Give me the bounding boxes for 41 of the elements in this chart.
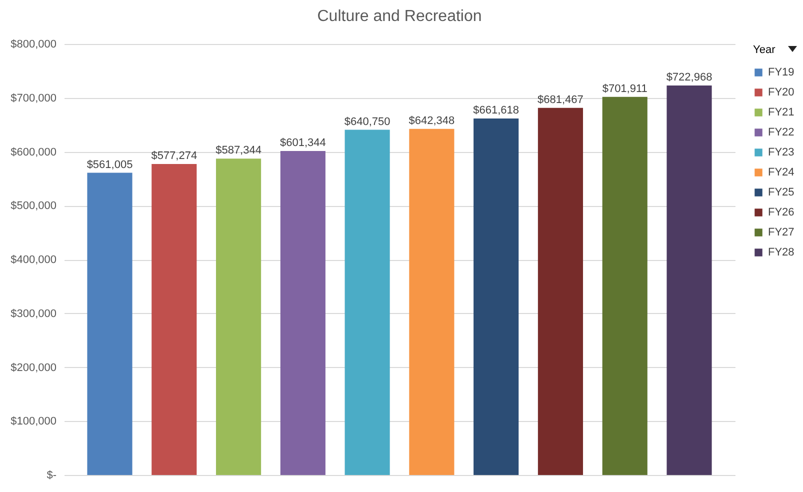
data-label: $601,344 <box>280 137 326 150</box>
data-label: $661,618 <box>473 104 520 117</box>
chart-title: Culture and Recreation <box>317 8 482 25</box>
y-tick-label: $300,000 <box>10 308 56 320</box>
bar <box>474 118 519 475</box>
bar <box>538 108 584 475</box>
data-label: $722,968 <box>666 72 712 84</box>
bar <box>216 158 262 475</box>
legend-label: FY24 <box>768 166 794 178</box>
data-label: $681,467 <box>538 94 584 106</box>
y-tick-label: $800,000 <box>10 38 56 50</box>
bar <box>602 96 648 475</box>
data-label: $561,005 <box>86 158 133 171</box>
y-tick-label: $500,000 <box>10 200 56 212</box>
bar <box>152 164 197 475</box>
y-tick-label: $400,000 <box>10 254 56 266</box>
y-tick-label: $700,000 <box>10 92 56 104</box>
bar <box>87 172 132 475</box>
data-label: $642,348 <box>408 114 455 127</box>
legend-label: FY28 <box>768 246 794 258</box>
legend-label: FY26 <box>768 206 794 218</box>
y-tick-label: $200,000 <box>10 362 56 374</box>
legend-title: Year <box>753 44 776 56</box>
bar <box>344 130 390 475</box>
data-label: $577,274 <box>151 150 198 162</box>
legend-label: FY21 <box>768 106 794 118</box>
y-tick-label: $100,000 <box>10 416 56 428</box>
legend-label: FY19 <box>768 66 794 78</box>
legend-label: FY25 <box>768 186 794 198</box>
y-tick-label: $600,000 <box>10 146 56 158</box>
data-label: $701,911 <box>602 82 648 95</box>
y-tick-label: $- <box>46 470 57 482</box>
bar <box>280 151 326 475</box>
legend-label: FY27 <box>768 226 794 238</box>
legend-label: FY20 <box>768 86 794 98</box>
data-label: $640,750 <box>344 116 390 128</box>
data-label: $587,344 <box>216 144 262 157</box>
bar <box>409 128 454 475</box>
legend-label: FY23 <box>768 146 794 158</box>
bar <box>666 86 712 475</box>
legend-label: FY22 <box>768 126 794 138</box>
